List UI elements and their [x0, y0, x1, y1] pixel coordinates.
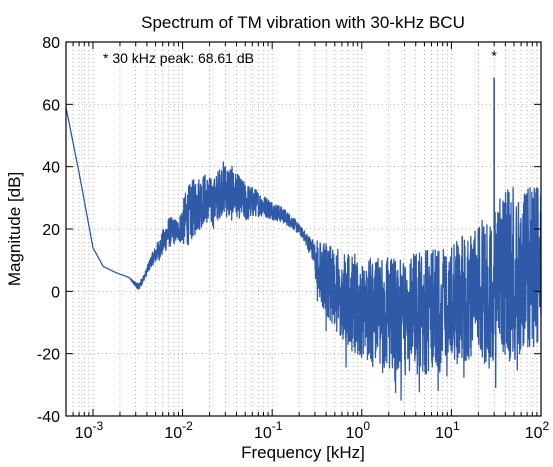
y-tick-label: 0 — [51, 284, 60, 301]
x-tick-exponent: 0 — [363, 419, 370, 433]
y-tick-label: -40 — [37, 409, 60, 426]
x-tick-exponent: -2 — [182, 419, 193, 433]
y-tick-label: 60 — [42, 97, 60, 114]
y-tick-label: 80 — [42, 35, 60, 52]
x-tick-label: 10-2 — [164, 419, 193, 442]
x-tick-label: 10-1 — [254, 419, 283, 442]
spectrum-line — [65, 107, 542, 401]
chart-title: Spectrum of TM vibration with 30-kHz BCU — [141, 13, 465, 32]
peak-annotation: * 30 kHz peak: 68.61 dB — [103, 50, 254, 66]
x-tick-exponent: -1 — [272, 419, 283, 433]
axis-ticks — [65, 41, 542, 417]
y-tick-labels: -40 -20 0 20 40 60 80 — [37, 35, 60, 426]
peak-marker-asterisk: * — [491, 47, 497, 63]
x-tick-label: 101 — [435, 419, 460, 442]
y-axis-label: Magnitude [dB] — [5, 172, 24, 286]
data-layer — [65, 77, 542, 401]
x-axis-label: Frequency [kHz] — [241, 443, 365, 462]
y-tick-label: 20 — [42, 222, 60, 239]
x-tick-labels: 10-3 10-2 10-1 100 101 102 — [75, 419, 550, 442]
x-tick-exponent: -3 — [93, 419, 104, 433]
x-tick-label: 102 — [525, 419, 550, 442]
y-tick-label: 40 — [42, 160, 60, 177]
x-tick-exponent: 2 — [543, 419, 550, 433]
x-tick-label: 10-3 — [75, 419, 104, 442]
x-tick-exponent: 1 — [453, 419, 460, 433]
y-tick-label: -20 — [37, 347, 60, 364]
plot-background — [66, 42, 541, 416]
x-tick-label: 100 — [346, 419, 371, 442]
